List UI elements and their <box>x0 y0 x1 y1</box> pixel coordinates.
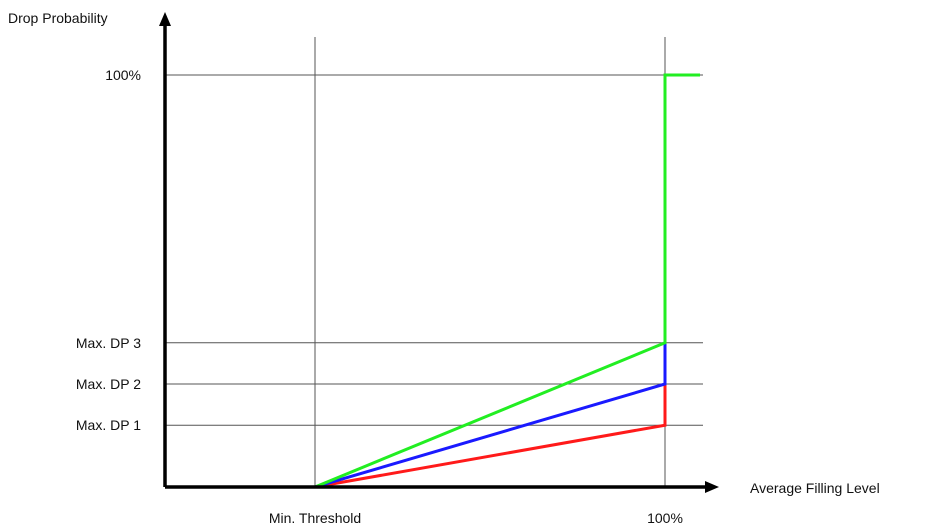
axis-labels: Drop Probability Average Filling Level <box>8 10 880 496</box>
x-tick-label: Min. Threshold <box>269 510 361 526</box>
tick-labels: Min. Threshold 100% Max. DP 1 Max. DP 2 Max.… <box>76 67 683 526</box>
y-tick-label: Max. DP 2 <box>76 376 141 392</box>
y-tick-label: 100% <box>105 67 141 83</box>
axes <box>159 12 719 493</box>
x-axis-arrowhead <box>705 481 719 493</box>
y-tick-label: Max. DP 1 <box>76 417 141 433</box>
y-axis-title: Drop Probability <box>8 10 108 26</box>
series-line <box>165 342 667 489</box>
x-tick-label: 100% <box>647 510 683 526</box>
y-axis-arrowhead <box>159 12 171 26</box>
x-axis-title: Average Filling Level <box>750 480 880 496</box>
series-line <box>165 384 667 489</box>
grid-lines <box>165 37 703 487</box>
y-tick-label: Max. DP 3 <box>76 335 141 351</box>
